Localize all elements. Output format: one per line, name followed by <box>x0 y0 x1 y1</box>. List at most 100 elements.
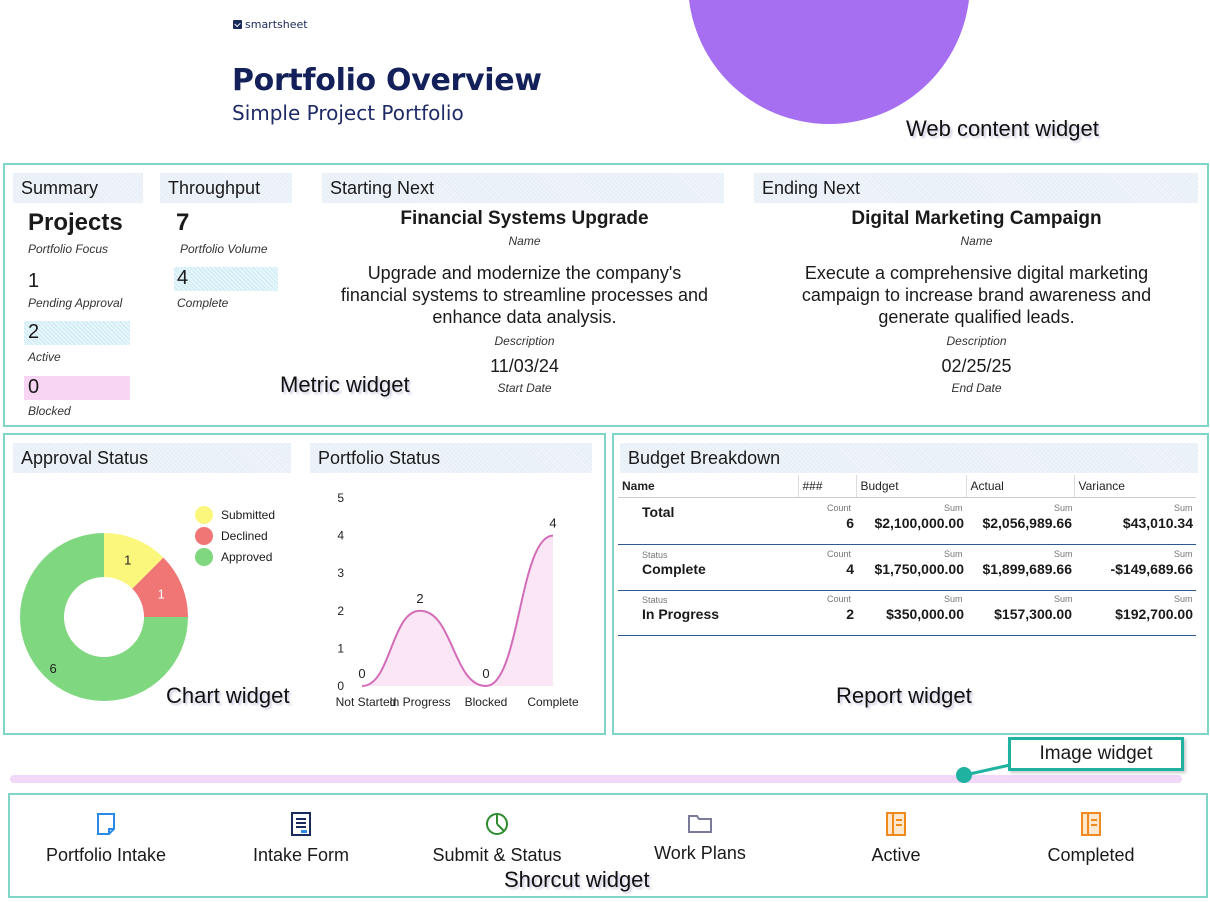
budget-report-table[interactable]: Name ### Budget Actual Variance Total Co… <box>618 475 1196 636</box>
starting-next-name: Financial Systems Upgrade <box>400 208 649 229</box>
shortcut-label: Work Plans <box>654 843 746 863</box>
document-icon <box>95 812 117 838</box>
count-label: Count <box>827 594 852 604</box>
col-budget[interactable]: Budget <box>856 475 967 498</box>
row-name: In Progress <box>642 606 720 622</box>
sum-label: Sum <box>944 549 963 559</box>
folder-icon <box>688 812 712 838</box>
image-widget-callout: Image widget <box>1008 737 1184 771</box>
end-date-caption: End Date <box>951 381 1002 395</box>
throughput-header: Throughput <box>160 173 292 203</box>
sum-label: Sum <box>1054 503 1073 513</box>
legend-item-submitted[interactable]: Submitted <box>195 504 275 525</box>
count-label: Count <box>827 503 852 513</box>
row-count: 2 <box>846 606 854 622</box>
data-label: 0 <box>358 666 365 681</box>
shortcut-active[interactable]: Active <box>806 812 986 866</box>
ending-next-description: Execute a comprehensive digital marketin… <box>801 263 1152 327</box>
report-widget-label: Report widget <box>836 683 972 708</box>
donut-slice-declined[interactable] <box>132 557 188 617</box>
chart-widget <box>3 433 606 735</box>
shortcut-intake-form[interactable]: Intake Form <box>211 812 391 866</box>
sheet-icon <box>1080 812 1102 838</box>
report-row-total[interactable]: Total Count 6 Sum $2,100,000.00 Sum $2,0… <box>618 501 1196 545</box>
shortcut-portfolio-intake[interactable]: Portfolio Intake <box>16 812 196 866</box>
page-title: Portfolio Overview <box>232 63 542 98</box>
report-row-in-progress[interactable]: Status In Progress Count 2 Sum $350,000.… <box>618 592 1196 636</box>
logo-check-icon <box>233 20 242 29</box>
pending-value: 1 <box>28 270 40 292</box>
complete-value: 4 <box>174 267 278 291</box>
web-content-widget-label: Web content widget <box>906 116 1099 141</box>
donut-value-label: 1 <box>124 553 131 568</box>
starting-next-description: Upgrade and modernize the company's fina… <box>340 263 709 327</box>
volume-value: 7 <box>176 209 190 236</box>
starting-next-header: Starting Next <box>322 173 724 203</box>
area-series-line[interactable] <box>361 534 554 688</box>
shortcut-label: Submit & Status <box>432 845 562 865</box>
approval-legend: Submitted Declined Approved <box>195 504 275 567</box>
data-label: 4 <box>549 516 556 531</box>
y-tick-label: 5 <box>337 491 344 505</box>
shortcut-label: Intake Form <box>252 845 350 865</box>
metric-widget <box>3 163 1209 427</box>
area-fill <box>362 535 553 686</box>
row-variance: $43,010.34 <box>1122 515 1193 531</box>
col-actual[interactable]: Actual <box>966 475 1075 498</box>
legend-swatch <box>195 547 213 566</box>
budget-breakdown-header: Budget Breakdown <box>620 443 1198 473</box>
active-value: 2 <box>24 321 130 345</box>
legend-item-declined[interactable]: Declined <box>195 525 275 546</box>
report-header-row: Name ### Budget Actual Variance <box>618 475 1196 498</box>
donut-slice-approved[interactable] <box>20 533 188 701</box>
metric-widget-label: Metric widget <box>280 372 410 397</box>
shortcut-work-plans[interactable]: Work Plans <box>610 812 790 864</box>
shortcut-label: Portfolio Intake <box>45 845 167 865</box>
portfolio-status-header: Portfolio Status <box>310 443 592 473</box>
row-actual: $157,300.00 <box>994 606 1072 622</box>
donut-slice-submitted[interactable] <box>104 533 164 589</box>
start-date-caption: Start Date <box>497 381 552 395</box>
legend-item-approved[interactable]: Approved <box>195 546 275 567</box>
starting-next-card: Financial Systems Upgrade Name Upgrade a… <box>322 208 727 395</box>
ending-next-card: Digital Marketing Campaign Name Execute … <box>754 208 1199 395</box>
projects-value: Projects <box>28 209 123 236</box>
sum-label: Sum <box>1054 594 1073 604</box>
data-label: 0 <box>482 666 489 681</box>
row-actual: $1,899,689.66 <box>982 561 1072 577</box>
col-count[interactable]: ### <box>798 475 857 498</box>
row-budget: $2,100,000.00 <box>874 515 964 531</box>
smartsheet-logo: smartsheet <box>233 18 308 31</box>
legend-label: Approved <box>221 549 273 564</box>
approval-status-header: Approval Status <box>13 443 291 473</box>
report-widget <box>612 433 1209 735</box>
logo-text: smartsheet <box>245 18 308 31</box>
row-budget: $350,000.00 <box>886 606 964 622</box>
row-name: Complete <box>642 561 706 577</box>
x-tick-label: Complete <box>527 695 579 709</box>
shortcut-completed[interactable]: Completed <box>1001 812 1181 866</box>
web-content-semicircle <box>688 0 970 124</box>
blocked-caption: Blocked <box>28 404 71 418</box>
shortcut-widget <box>8 793 1208 898</box>
form-icon <box>290 812 312 838</box>
page-subtitle: Simple Project Portfolio <box>232 101 464 125</box>
shortcut-submit-status[interactable]: Submit & Status <box>407 812 587 866</box>
row-count: 6 <box>846 515 854 531</box>
end-date-value: 02/25/25 <box>941 356 1012 376</box>
legend-swatch <box>195 505 213 524</box>
x-tick-label: Not Started <box>336 695 397 709</box>
row-budget: $1,750,000.00 <box>874 561 964 577</box>
ending-next-header: Ending Next <box>754 173 1198 203</box>
report-row-complete[interactable]: Status Complete Count 4 Sum $1,750,000.0… <box>618 547 1196 591</box>
sum-label: Sum <box>944 503 963 513</box>
col-name[interactable]: Name <box>618 475 799 498</box>
sum-label: Sum <box>1174 549 1193 559</box>
donut-value-label: 1 <box>158 586 165 601</box>
col-variance[interactable]: Variance <box>1074 475 1196 498</box>
active-caption: Active <box>28 350 61 364</box>
shortcut-label: Active <box>871 845 921 865</box>
blocked-value: 0 <box>24 376 130 400</box>
legend-swatch <box>195 526 213 545</box>
